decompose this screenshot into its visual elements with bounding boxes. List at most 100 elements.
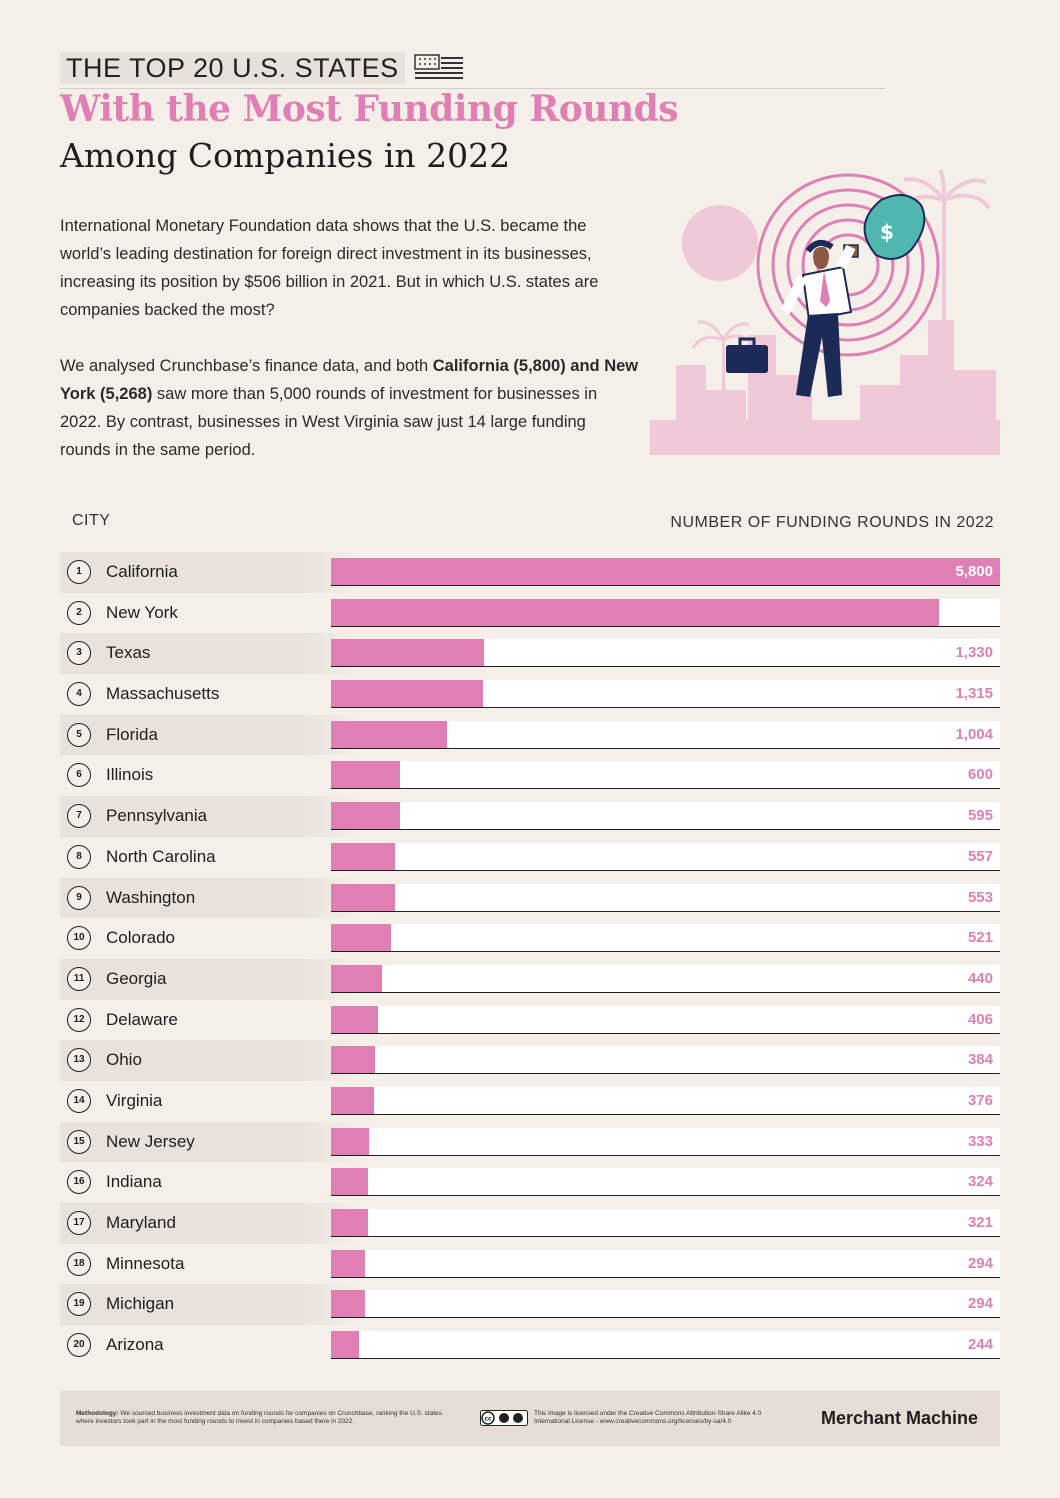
bar-row: 5 Florida 1,004 [60,714,1000,756]
bar-track: 600 [331,761,1000,790]
state-label: Illinois [106,765,154,785]
bar-track: 1,315 [331,680,1000,709]
state-label: Pennsylvania [106,806,208,826]
footer: Methodology: We sourced business investm… [60,1391,1000,1446]
value-label: 600 [967,766,993,784]
intro-p2-end: saw more than 5,000 rounds of investment… [60,385,598,459]
bar [331,558,1000,585]
value-label: 1,315 [955,685,993,703]
bar-track: 294 [331,1290,1000,1319]
bar [331,720,447,748]
bar [331,842,395,870]
hero-illustration: $ [650,168,1000,455]
state-label: Georgia [106,968,167,988]
bar-row: 3 Texas 1,330 [60,633,1000,675]
row-stripe [60,552,360,593]
title: With the Most Funding Rounds [60,88,679,130]
bar [331,1168,368,1196]
state-label: Maryland [106,1213,176,1232]
bar [331,1331,359,1359]
skyline [650,168,1000,455]
license-text: This image is licensed under the Creativ… [534,1410,762,1425]
row-stripe [60,1284,360,1326]
methodology-text: We sourced business investment data on f… [76,1410,442,1425]
rank-badge: 6 [67,763,91,788]
intro-text: International Monetary Foundation data s… [60,212,640,492]
bar-row: 9 Washington 553 [60,877,1000,919]
bar-track: 324 [331,1168,1000,1197]
row-stripe [60,796,360,837]
rank-badge: 11 [67,966,91,991]
bar [331,639,484,667]
cc-license-icon: cc [480,1410,528,1426]
bar-row: 17 Maryland 321 [60,1203,1000,1244]
rank-badge: 14 [67,1088,91,1113]
value-label: 557 [967,847,993,865]
bar-track: 553 [331,883,1000,912]
bar-row: 7 Pennsylvania 595 [60,796,1000,837]
state-label: Colorado [106,928,175,948]
bar-track: 557 [331,842,1000,871]
bar [331,680,483,708]
bar [331,1209,368,1236]
intro-p2-start: We analysed Crunchbase’s finance data, a… [60,357,433,375]
bar [331,924,391,952]
bar-track: 321 [331,1209,1000,1237]
bar-track: 440 [331,964,1000,993]
bar-chart: 1 California 5,800 2 New York 5,268 3 Texas 1,33… [60,552,1000,1366]
rank-badge: 3 [67,641,91,666]
rank-badge: 7 [67,804,91,829]
rank-badge: 17 [67,1211,91,1235]
intro-p2-highlight: California (5,800) and New York (5,268) [60,357,639,403]
value-label: 333 [967,1132,993,1150]
brand-logo: Merchant Machine [820,1408,978,1428]
bar-track: 376 [331,1086,1000,1115]
state-label: Ohio [106,1050,142,1070]
bar [331,964,382,992]
rank-badge: 19 [67,1292,91,1317]
row-stripe [60,1203,360,1244]
bar-row: 2 New York 5,268 [60,593,1000,634]
bar-row: 16 Indiana 324 [60,1162,1000,1203]
bar [331,1290,365,1318]
bar-row: 15 New Jersey 333 [60,1121,1000,1163]
bar-row: 12 Delaware 406 [60,1000,1000,1041]
value-label: 1,004 [955,725,993,743]
bar [331,598,939,626]
kicker-text: THE TOP 20 U.S. STATES [60,52,405,84]
state-label: Massachusetts [106,684,220,704]
rank-badge: 15 [67,1129,91,1154]
rank-badge: 13 [67,1048,91,1073]
bar-row: 10 Colorado 521 [60,918,1000,959]
value-label: 321 [967,1214,993,1231]
bar-track: 521 [331,924,1000,953]
bar-row: 20 Arizona 244 [60,1325,1000,1366]
state-label: Washington [106,887,196,907]
bar [331,883,395,911]
bar-track: 244 [331,1331,1000,1360]
bar [331,802,400,830]
value-label: 440 [967,969,993,987]
bar-row: 14 Virginia 376 [60,1081,1000,1122]
value-label: 376 [967,1091,993,1109]
value-label: 294 [967,1254,993,1272]
rank-badge: 10 [67,926,91,951]
row-stripe [60,958,360,1000]
methodology-note: Methodology: We sourced business investm… [76,1410,446,1426]
bar-row: 19 Michigan 294 [60,1284,1000,1326]
category-axis-label: CITY [72,512,111,529]
row-stripe [60,633,360,675]
bar-row: 6 Illinois 600 [60,755,1000,796]
value-label: 5,800 [955,563,993,580]
subtitle: Among Companies in 2022 [60,136,511,175]
state-label: North Carolina [106,846,216,866]
state-label: Delaware [106,1009,178,1029]
rank-badge: 12 [67,1007,91,1032]
bar-track: 333 [331,1127,1000,1156]
bar-track: 384 [331,1046,1000,1075]
value-label: 324 [967,1173,993,1191]
bar-row: 8 North Carolina 557 [60,837,1000,878]
state-label: New Jersey [106,1131,195,1151]
value-label: 294 [967,1295,993,1313]
svg-text:cc: cc [484,1416,492,1423]
